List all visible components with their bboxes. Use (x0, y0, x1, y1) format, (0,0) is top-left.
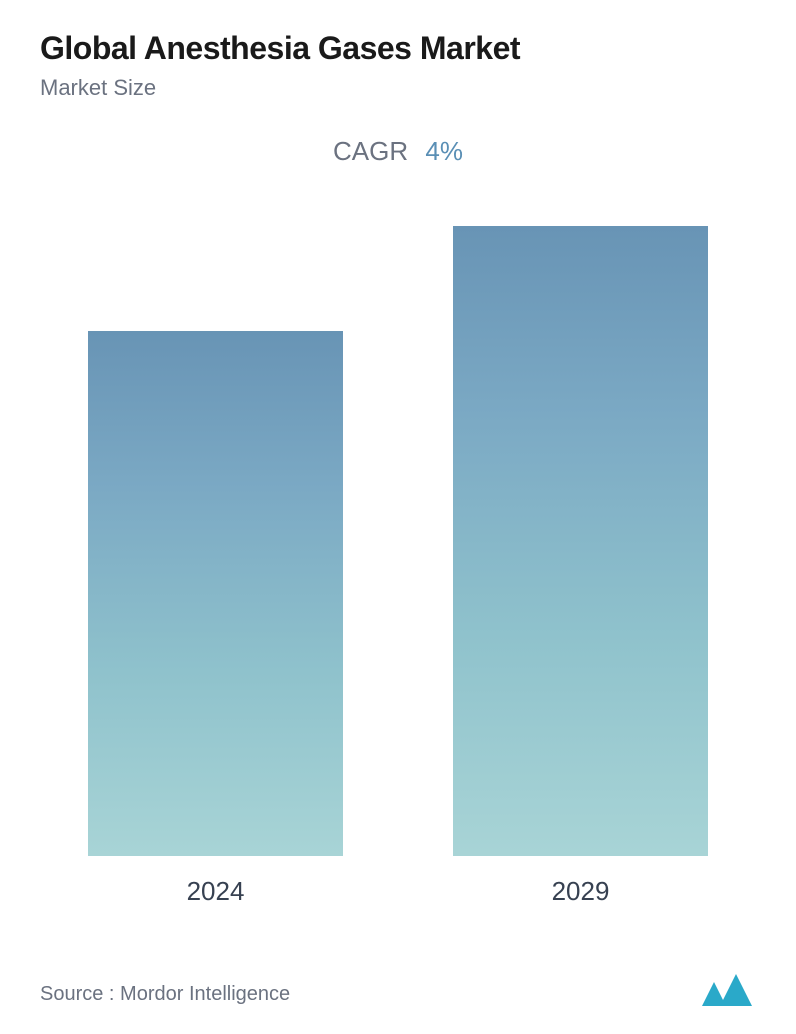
mordor-logo-icon (700, 974, 756, 1006)
source-attribution: Source : Mordor Intelligence (40, 983, 290, 1006)
source-label: Source : (40, 983, 114, 1005)
bar-group: 2029 (453, 226, 708, 907)
chart-subtitle: Market Size (40, 75, 756, 101)
cagr-value: 4% (425, 136, 463, 166)
chart-header: Global Anesthesia Gases Market Market Si… (40, 30, 756, 101)
cagr-indicator: CAGR 4% (40, 136, 756, 167)
bar-label: 2029 (552, 876, 610, 907)
bar-label: 2024 (187, 876, 245, 907)
source-value: Mordor Intelligence (120, 983, 290, 1005)
bar-chart: 2024 2029 (40, 227, 756, 907)
bar-2024 (88, 331, 343, 856)
chart-footer: Source : Mordor Intelligence (40, 974, 756, 1006)
cagr-label: CAGR (333, 136, 408, 166)
bar-group: 2024 (88, 331, 343, 907)
bar-2029 (453, 226, 708, 856)
chart-title: Global Anesthesia Gases Market (40, 30, 756, 67)
